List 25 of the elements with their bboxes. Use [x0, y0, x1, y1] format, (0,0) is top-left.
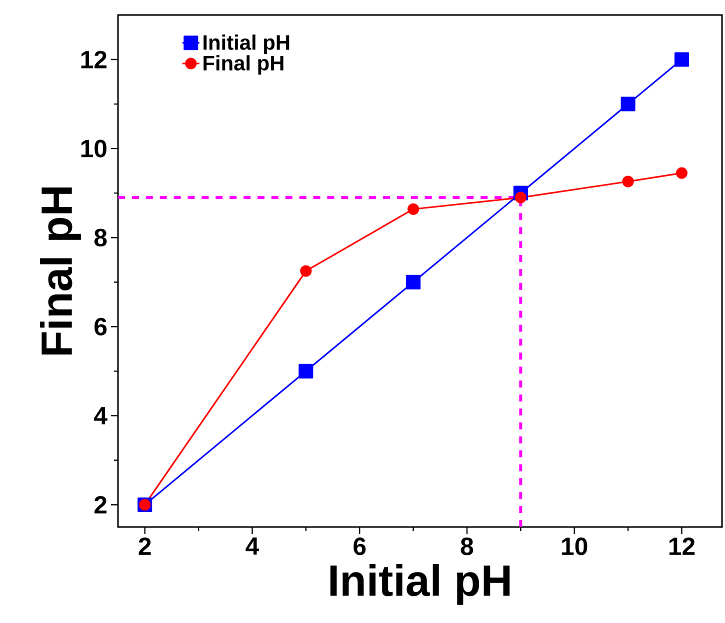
y-tick-label: 4 — [94, 407, 108, 424]
y-tick-label: 10 — [81, 140, 106, 158]
point — [408, 203, 420, 215]
y-axis-title: Final pH — [40, 188, 81, 355]
point — [676, 167, 688, 179]
point — [298, 364, 314, 378]
point — [514, 192, 526, 204]
y-tick-label: 2 — [94, 496, 106, 514]
legend-label: Final pH — [204, 55, 284, 75]
x-tick-label: 2 — [138, 538, 151, 555]
point — [620, 96, 636, 112]
point — [300, 265, 312, 277]
point — [622, 176, 634, 188]
x-tick-label: 12 — [669, 538, 695, 555]
x-tick-label: 4 — [246, 538, 260, 555]
x-tick-label: 6 — [354, 538, 366, 556]
y-tick-label: 12 — [81, 50, 106, 68]
point — [674, 52, 690, 67]
y-tick-label: 8 — [94, 228, 107, 246]
y-tick-label: 6 — [94, 318, 107, 336]
legend-label: Initial pH — [204, 34, 290, 54]
x-axis-title: Initial pH — [330, 564, 510, 605]
x-tick-label: 8 — [460, 538, 474, 556]
x-tick-label: 10 — [562, 538, 588, 556]
point — [406, 274, 421, 290]
